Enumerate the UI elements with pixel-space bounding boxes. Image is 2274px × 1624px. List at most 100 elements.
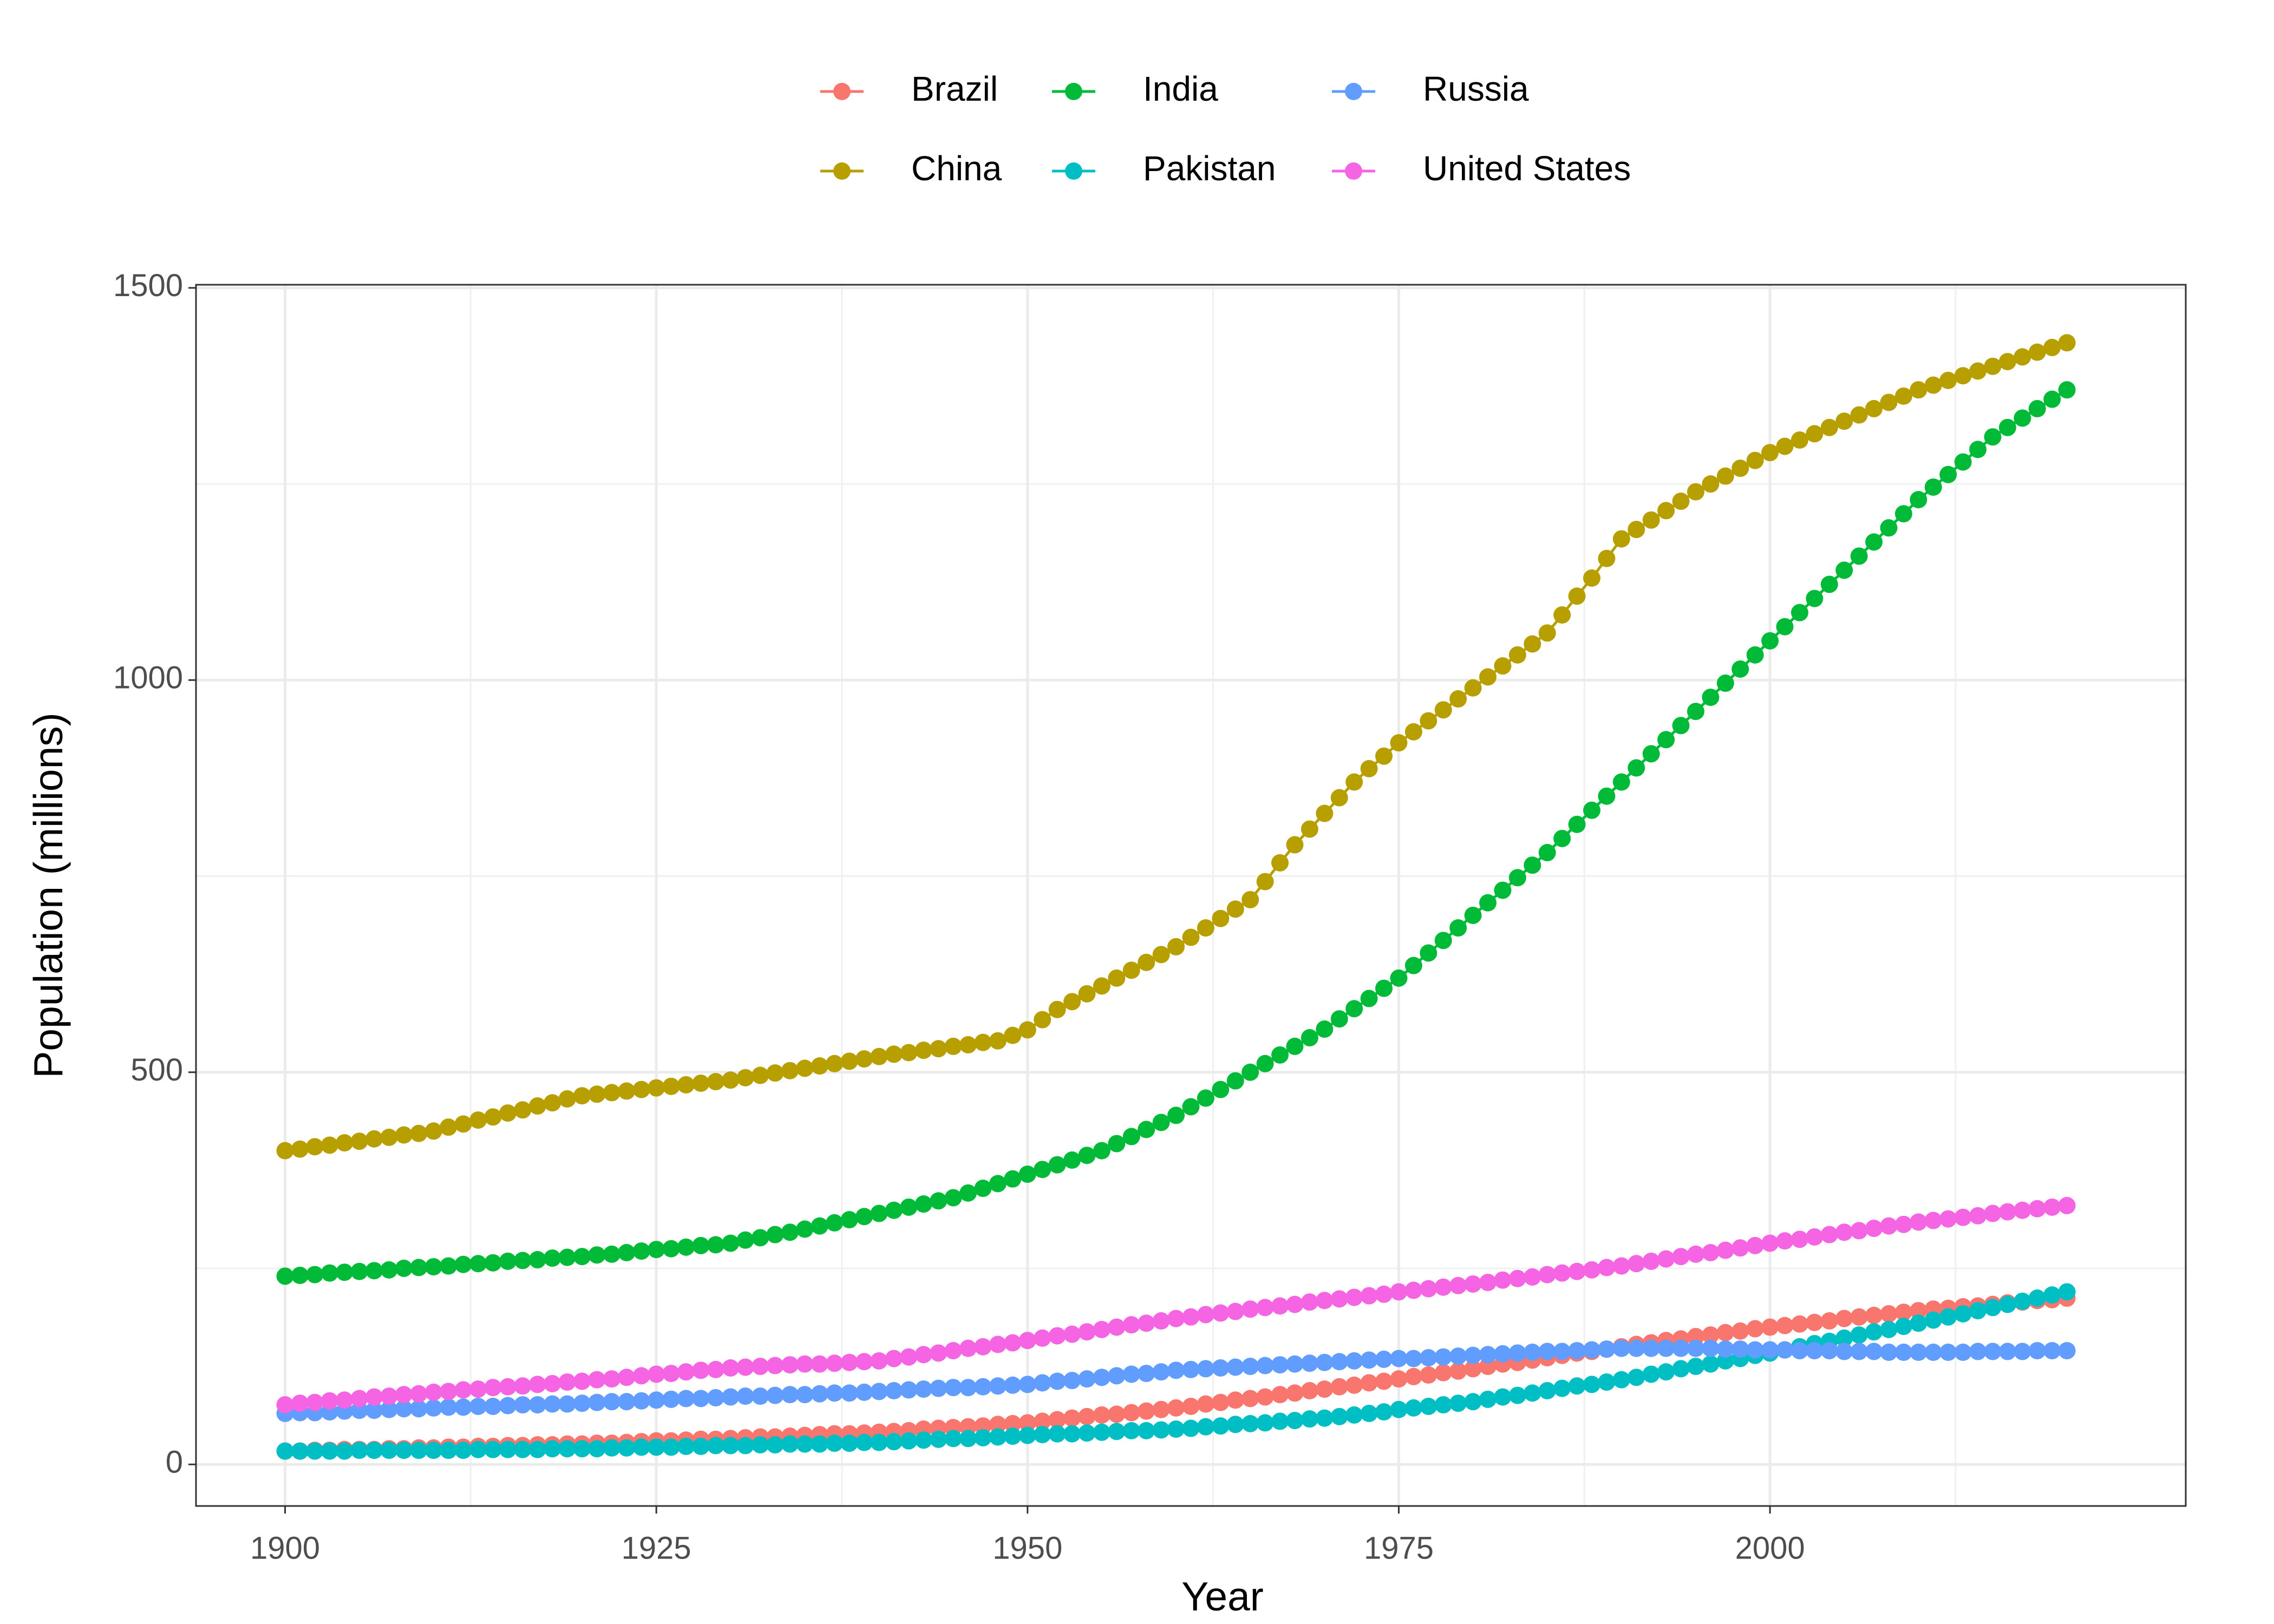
data-point bbox=[2028, 400, 2046, 417]
data-point bbox=[1924, 1212, 1942, 1229]
legend-label: United States bbox=[1423, 149, 1631, 188]
data-point bbox=[1791, 1342, 1808, 1360]
data-point bbox=[440, 1398, 458, 1416]
data-point bbox=[1167, 938, 1185, 955]
data-point bbox=[1093, 977, 1110, 995]
data-point bbox=[1479, 1274, 1497, 1292]
data-point bbox=[826, 1435, 844, 1452]
data-point bbox=[1167, 1399, 1185, 1417]
data-point bbox=[1702, 1355, 1720, 1373]
data-point bbox=[1063, 993, 1081, 1011]
data-point bbox=[424, 1399, 442, 1417]
data-point bbox=[1301, 1382, 1318, 1400]
data-point bbox=[870, 1352, 888, 1370]
data-point bbox=[1731, 460, 1749, 477]
data-point bbox=[1494, 1345, 1512, 1363]
data-point bbox=[1880, 519, 1898, 537]
data-point bbox=[1449, 1362, 1467, 1380]
data-point bbox=[1375, 747, 1393, 765]
data-point bbox=[1108, 969, 1126, 987]
data-point bbox=[914, 1042, 932, 1059]
data-point bbox=[707, 1437, 724, 1455]
data-point bbox=[1449, 690, 1467, 708]
data-point bbox=[1212, 909, 1230, 927]
data-point bbox=[1390, 734, 1408, 752]
data-point bbox=[1850, 1308, 1868, 1326]
data-point bbox=[1182, 928, 1200, 946]
data-point bbox=[722, 1437, 740, 1455]
data-point bbox=[1093, 1423, 1110, 1441]
data-point bbox=[1746, 1236, 1764, 1254]
data-point bbox=[1271, 854, 1289, 872]
data-point bbox=[1434, 1348, 1452, 1366]
data-point bbox=[959, 1184, 977, 1202]
legend-label: China bbox=[911, 149, 1002, 188]
data-point bbox=[588, 1085, 606, 1103]
data-point bbox=[900, 1432, 918, 1450]
data-point bbox=[781, 1062, 799, 1079]
data-point bbox=[380, 1387, 398, 1405]
data-point bbox=[1420, 1397, 1437, 1415]
data-point bbox=[1538, 1382, 1556, 1400]
data-point bbox=[1806, 1342, 1824, 1360]
data-point bbox=[1048, 1000, 1066, 1018]
data-point bbox=[1063, 1425, 1081, 1443]
legend-label: Russia bbox=[1423, 69, 1529, 108]
data-point bbox=[1301, 1293, 1318, 1311]
data-point bbox=[722, 1359, 740, 1377]
data-point bbox=[959, 1036, 977, 1054]
data-point bbox=[870, 1433, 888, 1451]
data-point bbox=[484, 1440, 502, 1458]
data-point bbox=[1583, 1376, 1600, 1393]
data-point bbox=[1508, 1386, 1526, 1404]
data-point bbox=[1048, 1425, 1066, 1443]
data-point bbox=[1330, 789, 1348, 807]
data-point bbox=[1538, 624, 1556, 642]
data-point bbox=[1420, 1349, 1437, 1367]
data-point bbox=[1078, 1424, 1096, 1442]
data-point bbox=[1984, 1299, 2002, 1317]
data-point bbox=[692, 1437, 710, 1455]
data-point bbox=[1449, 1347, 1467, 1365]
data-point bbox=[1628, 521, 1645, 539]
data-point bbox=[1078, 1323, 1096, 1341]
series bbox=[276, 1197, 2076, 1414]
data-point bbox=[618, 1439, 636, 1457]
data-point bbox=[2028, 343, 2046, 361]
data-point bbox=[1672, 717, 1690, 735]
data-point bbox=[1880, 1217, 1898, 1235]
data-point bbox=[1954, 1344, 1972, 1361]
data-point bbox=[1152, 1114, 1170, 1131]
data-point bbox=[1776, 1232, 1794, 1250]
data-point bbox=[1984, 357, 2002, 375]
data-point bbox=[528, 1396, 546, 1414]
data-point bbox=[1330, 1353, 1348, 1371]
data-point bbox=[1791, 1230, 1808, 1248]
data-point bbox=[1093, 1142, 1110, 1160]
data-point bbox=[1301, 1354, 1318, 1372]
data-point bbox=[558, 1090, 576, 1108]
data-point bbox=[1138, 953, 1155, 971]
data-point bbox=[1924, 478, 1942, 496]
data-point bbox=[1301, 1029, 1318, 1046]
data-point bbox=[2028, 1289, 2046, 1307]
data-point bbox=[454, 1255, 472, 1273]
data-point bbox=[1553, 606, 1571, 624]
data-point bbox=[632, 1367, 650, 1385]
data-point bbox=[291, 1267, 309, 1285]
data-point bbox=[1286, 1037, 1304, 1055]
data-point bbox=[499, 1252, 517, 1270]
data-point bbox=[1034, 1374, 1051, 1392]
data-point bbox=[395, 1400, 413, 1418]
data-point bbox=[1018, 1021, 1036, 1039]
data-point bbox=[974, 1338, 992, 1355]
data-point bbox=[350, 1390, 368, 1407]
data-point bbox=[752, 1358, 769, 1376]
data-point bbox=[900, 1044, 918, 1062]
data-point bbox=[2058, 1342, 2076, 1360]
data-point bbox=[1598, 787, 1616, 805]
data-point bbox=[1524, 1384, 1541, 1402]
data-point bbox=[321, 1392, 338, 1410]
data-point bbox=[1345, 1376, 1363, 1394]
data-point bbox=[1301, 1410, 1318, 1428]
